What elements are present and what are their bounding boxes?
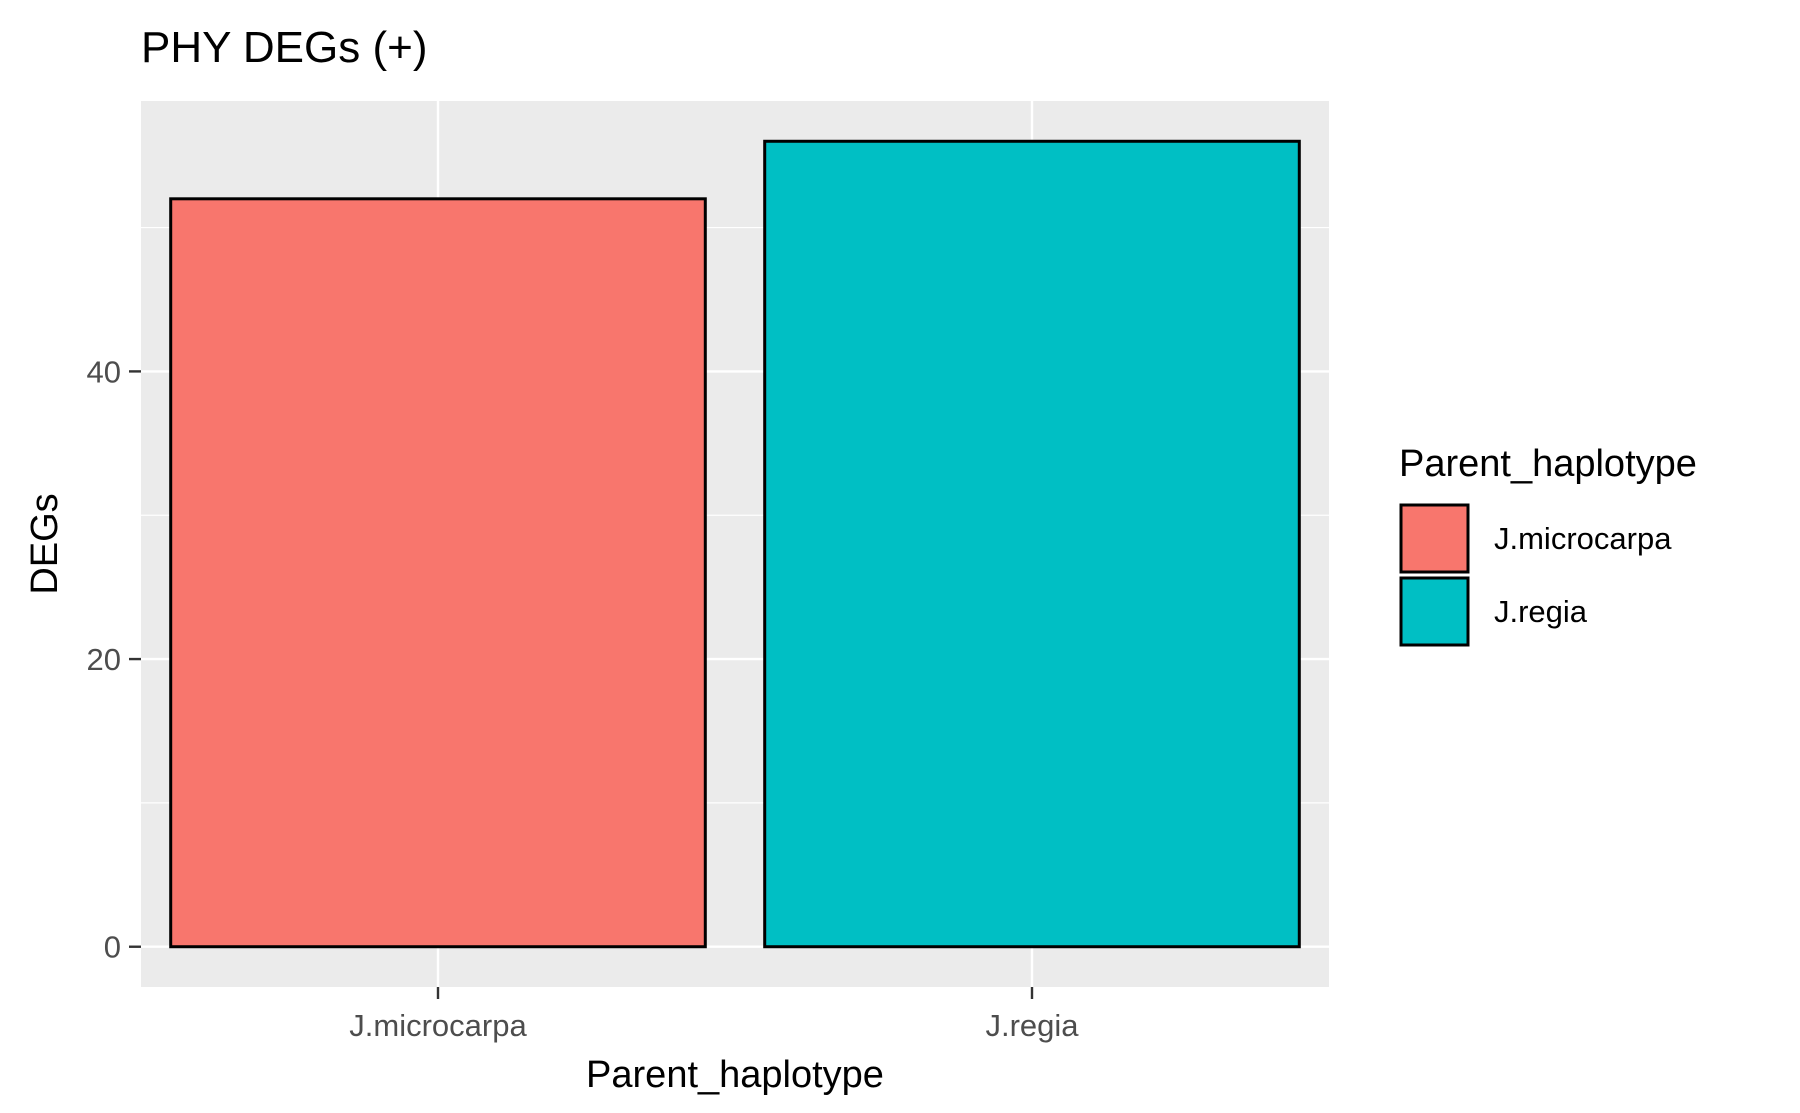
legend-swatch <box>1399 576 1470 647</box>
legend-title: Parent_haplotype <box>1399 443 1697 485</box>
bars <box>169 139 1301 949</box>
legend-label: J.regia <box>1494 594 1588 629</box>
y-axis-title: DEGs <box>24 493 66 594</box>
x-tick-label: J.regia <box>985 1008 1079 1043</box>
legend: Parent_haplotype J.microcarpa J.regia <box>1399 443 1697 647</box>
x-axis: J.microcarpa J.regia <box>349 987 1079 1043</box>
legend-swatch <box>1399 503 1470 574</box>
y-tick-label: 40 <box>87 354 121 389</box>
y-tick-label: 20 <box>87 642 121 677</box>
bar-j-microcarpa <box>169 197 707 949</box>
chart-title: PHY DEGs (+) <box>141 23 427 72</box>
legend-label: J.microcarpa <box>1494 521 1672 556</box>
x-axis-title: Parent_haplotype <box>586 1054 884 1096</box>
bar-j-regia <box>763 139 1301 949</box>
x-tick-label: J.microcarpa <box>349 1008 527 1043</box>
y-tick-label: 0 <box>104 930 121 965</box>
y-axis: 0 20 40 <box>87 354 141 965</box>
